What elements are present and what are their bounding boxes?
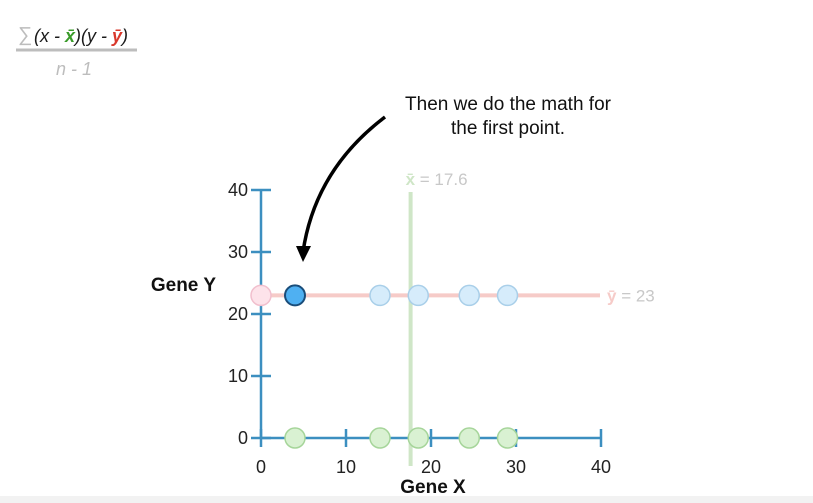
x-tick-label: 10 — [336, 457, 356, 477]
x-projection-point — [407, 427, 429, 449]
y-tick-label: 0 — [238, 428, 248, 448]
x-axis-label: Gene X — [400, 477, 466, 498]
y-tick-label: 40 — [228, 180, 248, 200]
x-projection-point — [369, 427, 391, 449]
y-tick-label: 20 — [228, 304, 248, 324]
covariance-formula: ∑ (x - x̄)(y - ȳ) n - 1 — [16, 24, 137, 79]
x-projection-point — [496, 427, 519, 449]
ybar-label: ȳ = 23 — [607, 286, 655, 305]
formula-open-x: (x - — [34, 26, 65, 46]
formula-sum-symbol: ∑ — [18, 24, 32, 46]
ybar-point — [496, 284, 519, 307]
formula-close: ) — [120, 26, 128, 46]
x-projection-point — [284, 427, 306, 449]
pink-projection-point — [250, 284, 272, 307]
chart: x̄ = 17.6 ȳ = 23 0 10 20 30 40 0 10 20 30 40 Gene X G… — [151, 170, 655, 498]
formula-mid: )(y - — [73, 26, 112, 46]
formula-ybar: ȳ — [111, 26, 123, 46]
bottom-strip — [0, 496, 813, 503]
annotation-arrow-shaft — [301, 115, 387, 253]
formula-numerator: (x - x̄)(y - ȳ) — [34, 26, 128, 46]
annotation-line-1: Then we do the math for — [405, 94, 612, 115]
x-tick-label: 30 — [506, 457, 526, 477]
formula-denominator: n - 1 — [56, 59, 92, 79]
ybar-point — [458, 284, 480, 307]
xbar-label: x̄ = 17.6 — [406, 170, 468, 189]
ybar-point — [369, 284, 391, 307]
annotation: Then we do the math for the first point. — [296, 94, 612, 262]
y-tick-label: 30 — [228, 242, 248, 262]
x-tick-label: 20 — [421, 457, 441, 477]
y-axis-label: Gene Y — [151, 275, 216, 296]
annotation-arrow-head — [296, 246, 311, 262]
x-tick-label: 0 — [256, 457, 266, 477]
formula-xbar: x̄ — [64, 26, 76, 46]
y-tick-label: 10 — [228, 366, 248, 386]
highlighted-point — [284, 284, 306, 307]
ybar-point — [407, 284, 429, 307]
x-projection-point — [458, 427, 480, 449]
annotation-line-2: the first point. — [451, 118, 565, 139]
x-tick-label: 40 — [591, 457, 611, 477]
